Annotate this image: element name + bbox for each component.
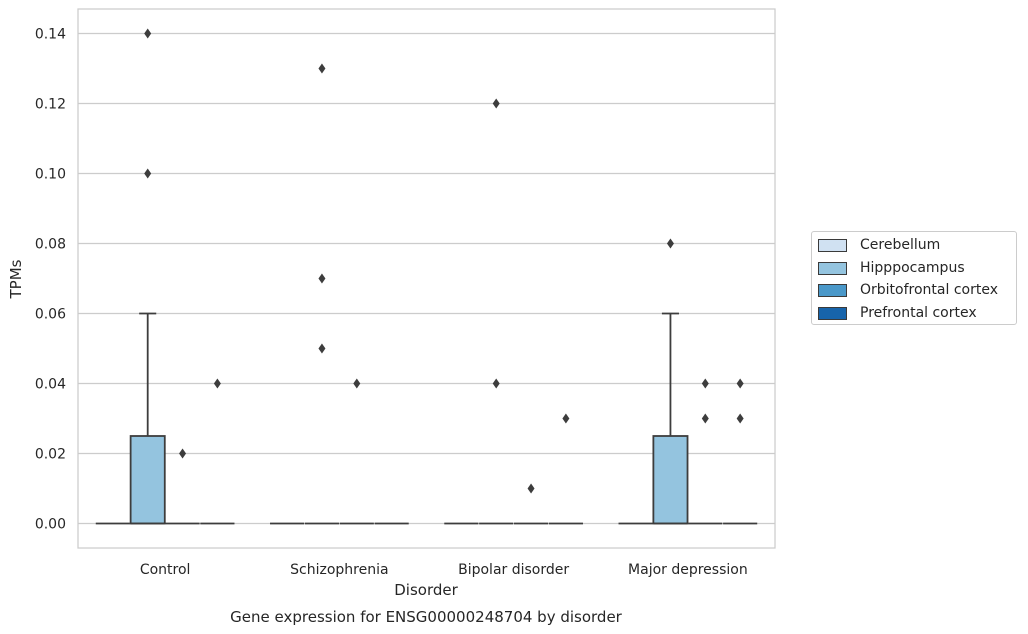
box-orbitofrontal-cortex-schizophrenia [339,378,374,525]
outlier-point [353,378,361,389]
y-tick-labels: 0.00 0.02 0.04 0.06 0.08 0.10 0.12 0.14 [35,27,66,533]
box-prefrontal-cortex-control [200,378,235,525]
outlier-point [213,378,221,389]
x-tick-label-schizophrenia: Schizophrenia [290,562,388,578]
legend-item-cerebellum: Cerebellum [818,235,940,255]
legend: Cerebellum Hipppocampus Orbitofrontal co… [811,231,1017,325]
x-tick-label-major-depression: Major depression [628,562,748,578]
legend-label-orbitofrontal-cortex: Orbitofrontal cortex [860,282,998,298]
box-hipppocampus-control [129,28,166,525]
legend-swatch-cerebellum [818,238,847,252]
y-tick-label: 0.04 [35,377,66,393]
y-tick-label: 0.02 [35,447,66,463]
x-axis-label: Disorder [394,581,458,599]
box-orbitofrontal-cortex-bipolar-disorder [513,483,549,525]
legend-swatch-hippocampus [818,261,847,275]
box-prefrontal-cortex-major-depression [723,378,758,525]
gridlines [78,32,775,525]
box-prefrontal-cortex-bipolar-disorder [548,413,583,525]
outlier-point [144,28,152,39]
outlier-point [701,378,709,389]
outlier-point [144,168,152,179]
y-tick-label: 0.06 [35,307,66,323]
legend-item-orbitofrontal-cortex: Orbitofrontal cortex [818,280,998,300]
outlier-point [492,98,500,109]
legend-item-hippocampus: Hipppocampus [818,258,965,278]
box-orbitofrontal-cortex-major-depression [688,378,723,525]
box-hipppocampus-bipolar-disorder [479,98,514,525]
legend-swatch-prefrontal-cortex [818,306,847,320]
legend-label-hippocampus: Hipppocampus [860,260,965,276]
legend-label-cerebellum: Cerebellum [860,237,941,253]
outlier-point [527,483,535,494]
boxes [95,28,758,525]
outlier-point [736,378,744,389]
outlier-point [179,448,187,459]
y-tick-label: 0.12 [35,97,66,113]
y-axis-label: TPMs [7,259,25,299]
y-tick-label: 0.10 [35,167,66,183]
plot-frame [77,8,776,549]
box-hipppocampus-major-depression [652,238,689,525]
outlier-point [666,238,674,249]
outlier-point [736,413,744,424]
outlier-point [318,343,326,354]
outlier-point [562,413,570,424]
box-orbitofrontal-cortex-control [165,448,200,525]
outlier-point [318,63,326,74]
legend-label-prefrontal-cortex: Prefrontal cortex [860,305,977,321]
y-tick-label: 0.08 [35,237,66,253]
y-tick-label: 0.14 [35,27,66,43]
x-tick-labels: Control Schizophrenia Bipolar disorder Majo… [140,562,748,578]
outlier-point [492,378,500,389]
outlier-point [318,273,326,284]
box-body [652,435,689,525]
outlier-point [701,413,709,424]
x-tick-label-bipolar-disorder: Bipolar disorder [458,562,569,578]
legend-swatch-orbitofrontal-cortex [818,283,847,297]
x-tick-label-control: Control [140,562,191,578]
box-hipppocampus-schizophrenia [304,63,340,525]
legend-item-prefrontal-cortex: Prefrontal cortex [818,303,977,323]
y-tick-label: 0.00 [35,517,66,533]
chart-title: Gene expression for ENSG00000248704 by d… [230,608,623,626]
box-body [129,435,166,525]
